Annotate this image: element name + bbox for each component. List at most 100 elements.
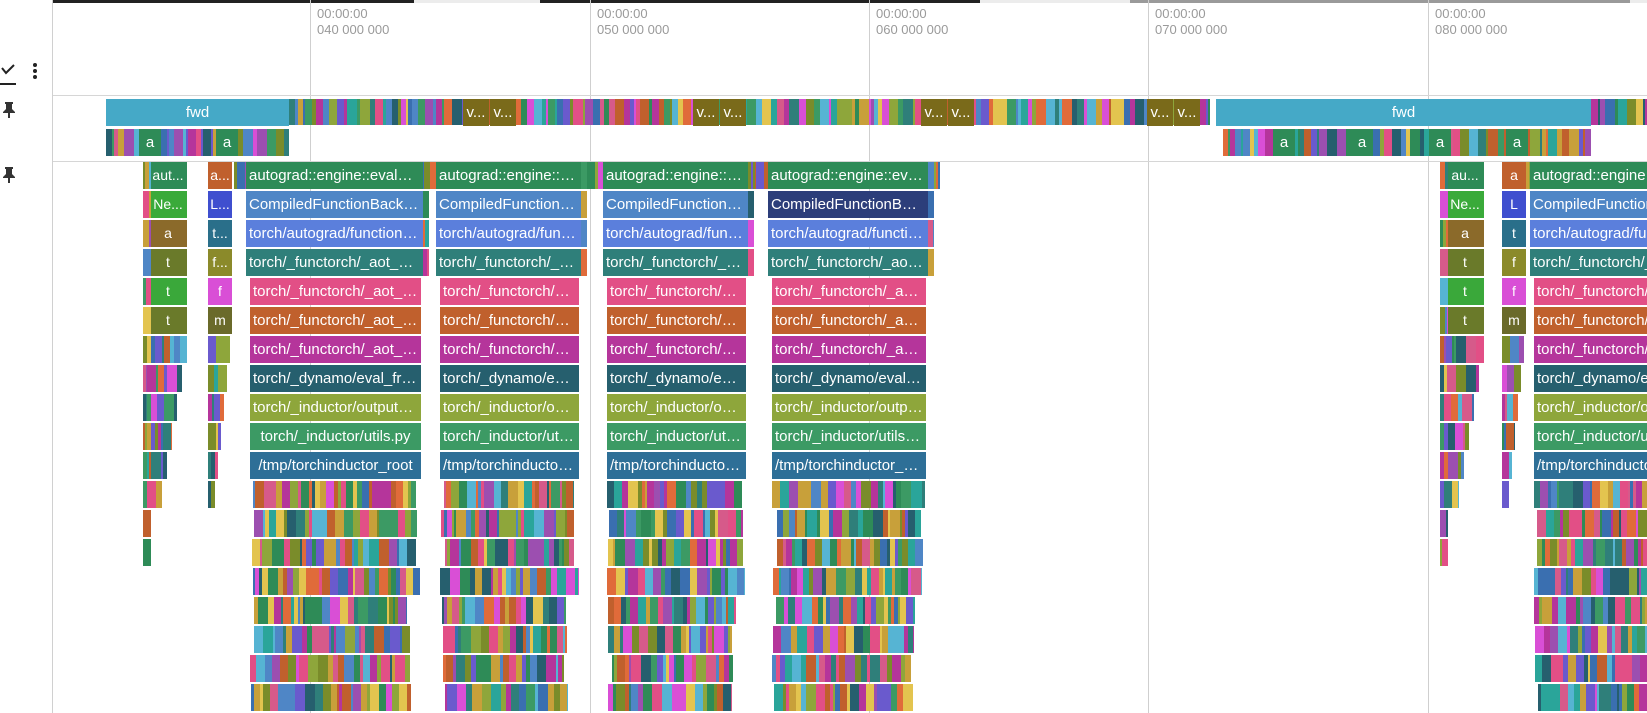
backward-slice-row-3[interactable]: torch/_functorch/_aot_autograd [603,249,748,276]
backward-slice-row-10[interactable]: /tmp/torchinductor_root [1534,452,1647,479]
narrow-slice[interactable]: au... [1446,162,1484,189]
narrow-slice[interactable]: f [208,278,232,305]
backward-slice-row-0[interactable]: autograd::engine::evaluate_function [603,162,748,189]
backward-slice-row-6[interactable]: torch/_functorch/_aot_autograd [772,336,926,363]
backward-slice-row-9[interactable]: torch/_inductor/utils.py [440,423,579,450]
backward-slice-row-7[interactable]: torch/_dynamo/eval_frame.py [440,365,579,392]
pin-icon[interactable] [2,166,16,184]
backward-slice-row-6[interactable]: torch/_functorch/_aot_autograd [440,336,579,363]
backward-slice-row-0[interactable]: autograd::engine::evaluate_function [246,162,423,189]
narrow-slice[interactable]: t [149,307,187,334]
backward-slice-row-5[interactable]: torch/_functorch/_aot_autograd [250,307,421,334]
a-slice[interactable]: a [216,129,238,156]
backward-slice-row-5[interactable]: torch/_functorch/_aot_autograd [607,307,746,334]
backward-slice-row-0[interactable]: autograd::engine::evaluate_function [436,162,581,189]
backward-slice-row-1[interactable]: CompiledFunctionBackward [436,191,581,218]
backward-slice-row-3[interactable]: torch/_functorch/_aot_autograd [436,249,581,276]
narrow-slice[interactable]: m [1502,307,1526,334]
backward-slice-row-1[interactable]: CompiledFunctionBackward [603,191,748,218]
kebab-menu-icon[interactable] [32,62,38,86]
chevron-check-icon[interactable] [0,62,16,84]
narrow-slice[interactable]: f [1502,278,1526,305]
a-slice[interactable]: a [139,129,161,156]
narrow-slice[interactable]: t [149,278,187,305]
backward-slice-row-10[interactable]: /tmp/torchinductor_root [607,452,746,479]
backward-slice-row-8[interactable]: torch/_inductor/output_code.py [440,394,579,421]
backward-slice-row-6[interactable]: torch/_functorch/_aot_autograd [1534,336,1647,363]
narrow-slice[interactable]: a... [208,162,232,189]
backward-slice-row-4[interactable]: torch/_functorch/_aot_autograd [250,278,421,305]
narrow-slice[interactable]: f... [208,249,232,276]
v-slice[interactable]: v... [720,99,746,126]
backward-slice-row-6[interactable]: torch/_functorch/_aot_autograd [250,336,421,363]
backward-slice-row-2[interactable]: torch/autograd/function.py [246,220,423,247]
backward-slice-row-9[interactable]: torch/_inductor/utils.py [772,423,926,450]
backward-slice-row-8[interactable]: torch/_inductor/output_code.py [1534,394,1647,421]
v-slice[interactable]: v... [1174,99,1200,126]
backward-slice-row-7[interactable]: torch/_dynamo/eval_frame.py [607,365,746,392]
backward-slice-row-9[interactable]: torch/_inductor/utils.py [607,423,746,450]
backward-slice-row-6[interactable]: torch/_functorch/_aot_autograd [607,336,746,363]
backward-slice-row-7[interactable]: torch/_dynamo/eval_frame.py [1534,365,1647,392]
backward-slice-row-9[interactable]: torch/_inductor/utils.py [250,423,421,450]
fwd-slice[interactable]: fwd [1216,99,1591,126]
backward-slice-row-2[interactable]: torch/autograd/function.py [603,220,748,247]
backward-slice-row-2[interactable]: torch/autograd/function.py [1530,220,1647,247]
backward-slice-row-3[interactable]: torch/_functorch/_aot_autograd [1530,249,1647,276]
narrow-slice[interactable]: t [1446,249,1484,276]
backward-slice-row-7[interactable]: torch/_dynamo/eval_frame.py [250,365,421,392]
narrow-slice[interactable]: L... [208,191,232,218]
v-slice[interactable]: v... [693,99,719,126]
v-slice[interactable]: v... [948,99,974,126]
narrow-slice[interactable]: Ne... [149,191,187,218]
narrow-slice[interactable]: a [149,220,187,247]
backward-slice-row-4[interactable]: torch/_functorch/_aot_autograd [607,278,746,305]
backward-slice-row-10[interactable]: /tmp/torchinductor_root [772,452,926,479]
backward-slice-row-1[interactable]: CompiledFunctionBackward [1530,191,1647,218]
narrow-slice[interactable]: t [1446,307,1484,334]
narrow-slice[interactable]: a [1502,162,1526,189]
narrow-slice[interactable]: m [208,307,232,334]
narrow-slice[interactable]: a [1446,220,1484,247]
backward-slice-row-10[interactable]: /tmp/torchinductor_root [440,452,579,479]
narrow-slice[interactable]: L [1502,191,1526,218]
narrow-slice[interactable]: aut... [149,162,187,189]
backward-slice-row-2[interactable]: torch/autograd/function.py [436,220,581,247]
backward-slice-row-1[interactable]: CompiledFunctionBackward [768,191,928,218]
backward-slice-row-3[interactable]: torch/_functorch/_aot_autograd [246,249,423,276]
backward-slice-row-5[interactable]: torch/_functorch/_aot_autograd [1534,307,1647,334]
a-slice[interactable]: a [1429,129,1451,156]
backward-slice-row-8[interactable]: torch/_inductor/output_code.py [772,394,926,421]
track-fwd[interactable]: fwd v... v... v... v... v... v... v... v... fwd a a… [106,99,1647,159]
timeline-area[interactable]: 00:00:00 040 000 000 00:00:00 050 000 000 00… [53,0,1647,713]
track-backward[interactable]: autograd::engine::evaluate_functionCompi… [106,162,1647,713]
backward-slice-row-0[interactable]: autograd::engine::evaluate_function [1530,162,1647,189]
narrow-slice[interactable]: t [149,249,187,276]
v-slice[interactable]: v... [1147,99,1173,126]
narrow-slice[interactable]: Ne... [1446,191,1484,218]
backward-slice-row-9[interactable]: torch/_inductor/utils.py [1534,423,1647,450]
narrow-slice[interactable]: t [1446,278,1484,305]
backward-slice-row-8[interactable]: torch/_inductor/output_code.py [250,394,421,421]
v-slice[interactable]: v... [463,99,489,126]
backward-slice-row-7[interactable]: torch/_dynamo/eval_frame.py [772,365,926,392]
narrow-slice[interactable]: t... [208,220,232,247]
backward-slice-row-3[interactable]: torch/_functorch/_aot_autograd [768,249,928,276]
fwd-slice[interactable]: fwd [106,99,289,126]
backward-slice-row-1[interactable]: CompiledFunctionBackward [246,191,423,218]
a-slice[interactable]: a [1351,129,1373,156]
narrow-slice[interactable]: t [1502,220,1526,247]
backward-slice-row-4[interactable]: torch/_functorch/_aot_autograd [1534,278,1647,305]
pin-icon[interactable] [2,101,16,119]
v-slice[interactable]: v... [490,99,516,126]
a-slice[interactable]: a [1273,129,1295,156]
v-slice[interactable]: v... [921,99,947,126]
backward-slice-row-5[interactable]: torch/_functorch/_aot_autograd [772,307,926,334]
backward-slice-row-4[interactable]: torch/_functorch/_aot_autograd [440,278,579,305]
backward-slice-row-10[interactable]: /tmp/torchinductor_root [250,452,421,479]
backward-slice-row-8[interactable]: torch/_inductor/output_code.py [607,394,746,421]
backward-slice-row-4[interactable]: torch/_functorch/_aot_autograd [772,278,926,305]
a-slice[interactable]: a [1506,129,1528,156]
backward-slice-row-0[interactable]: autograd::engine::evaluate_function [768,162,928,189]
backward-slice-row-5[interactable]: torch/_functorch/_aot_autograd [440,307,579,334]
